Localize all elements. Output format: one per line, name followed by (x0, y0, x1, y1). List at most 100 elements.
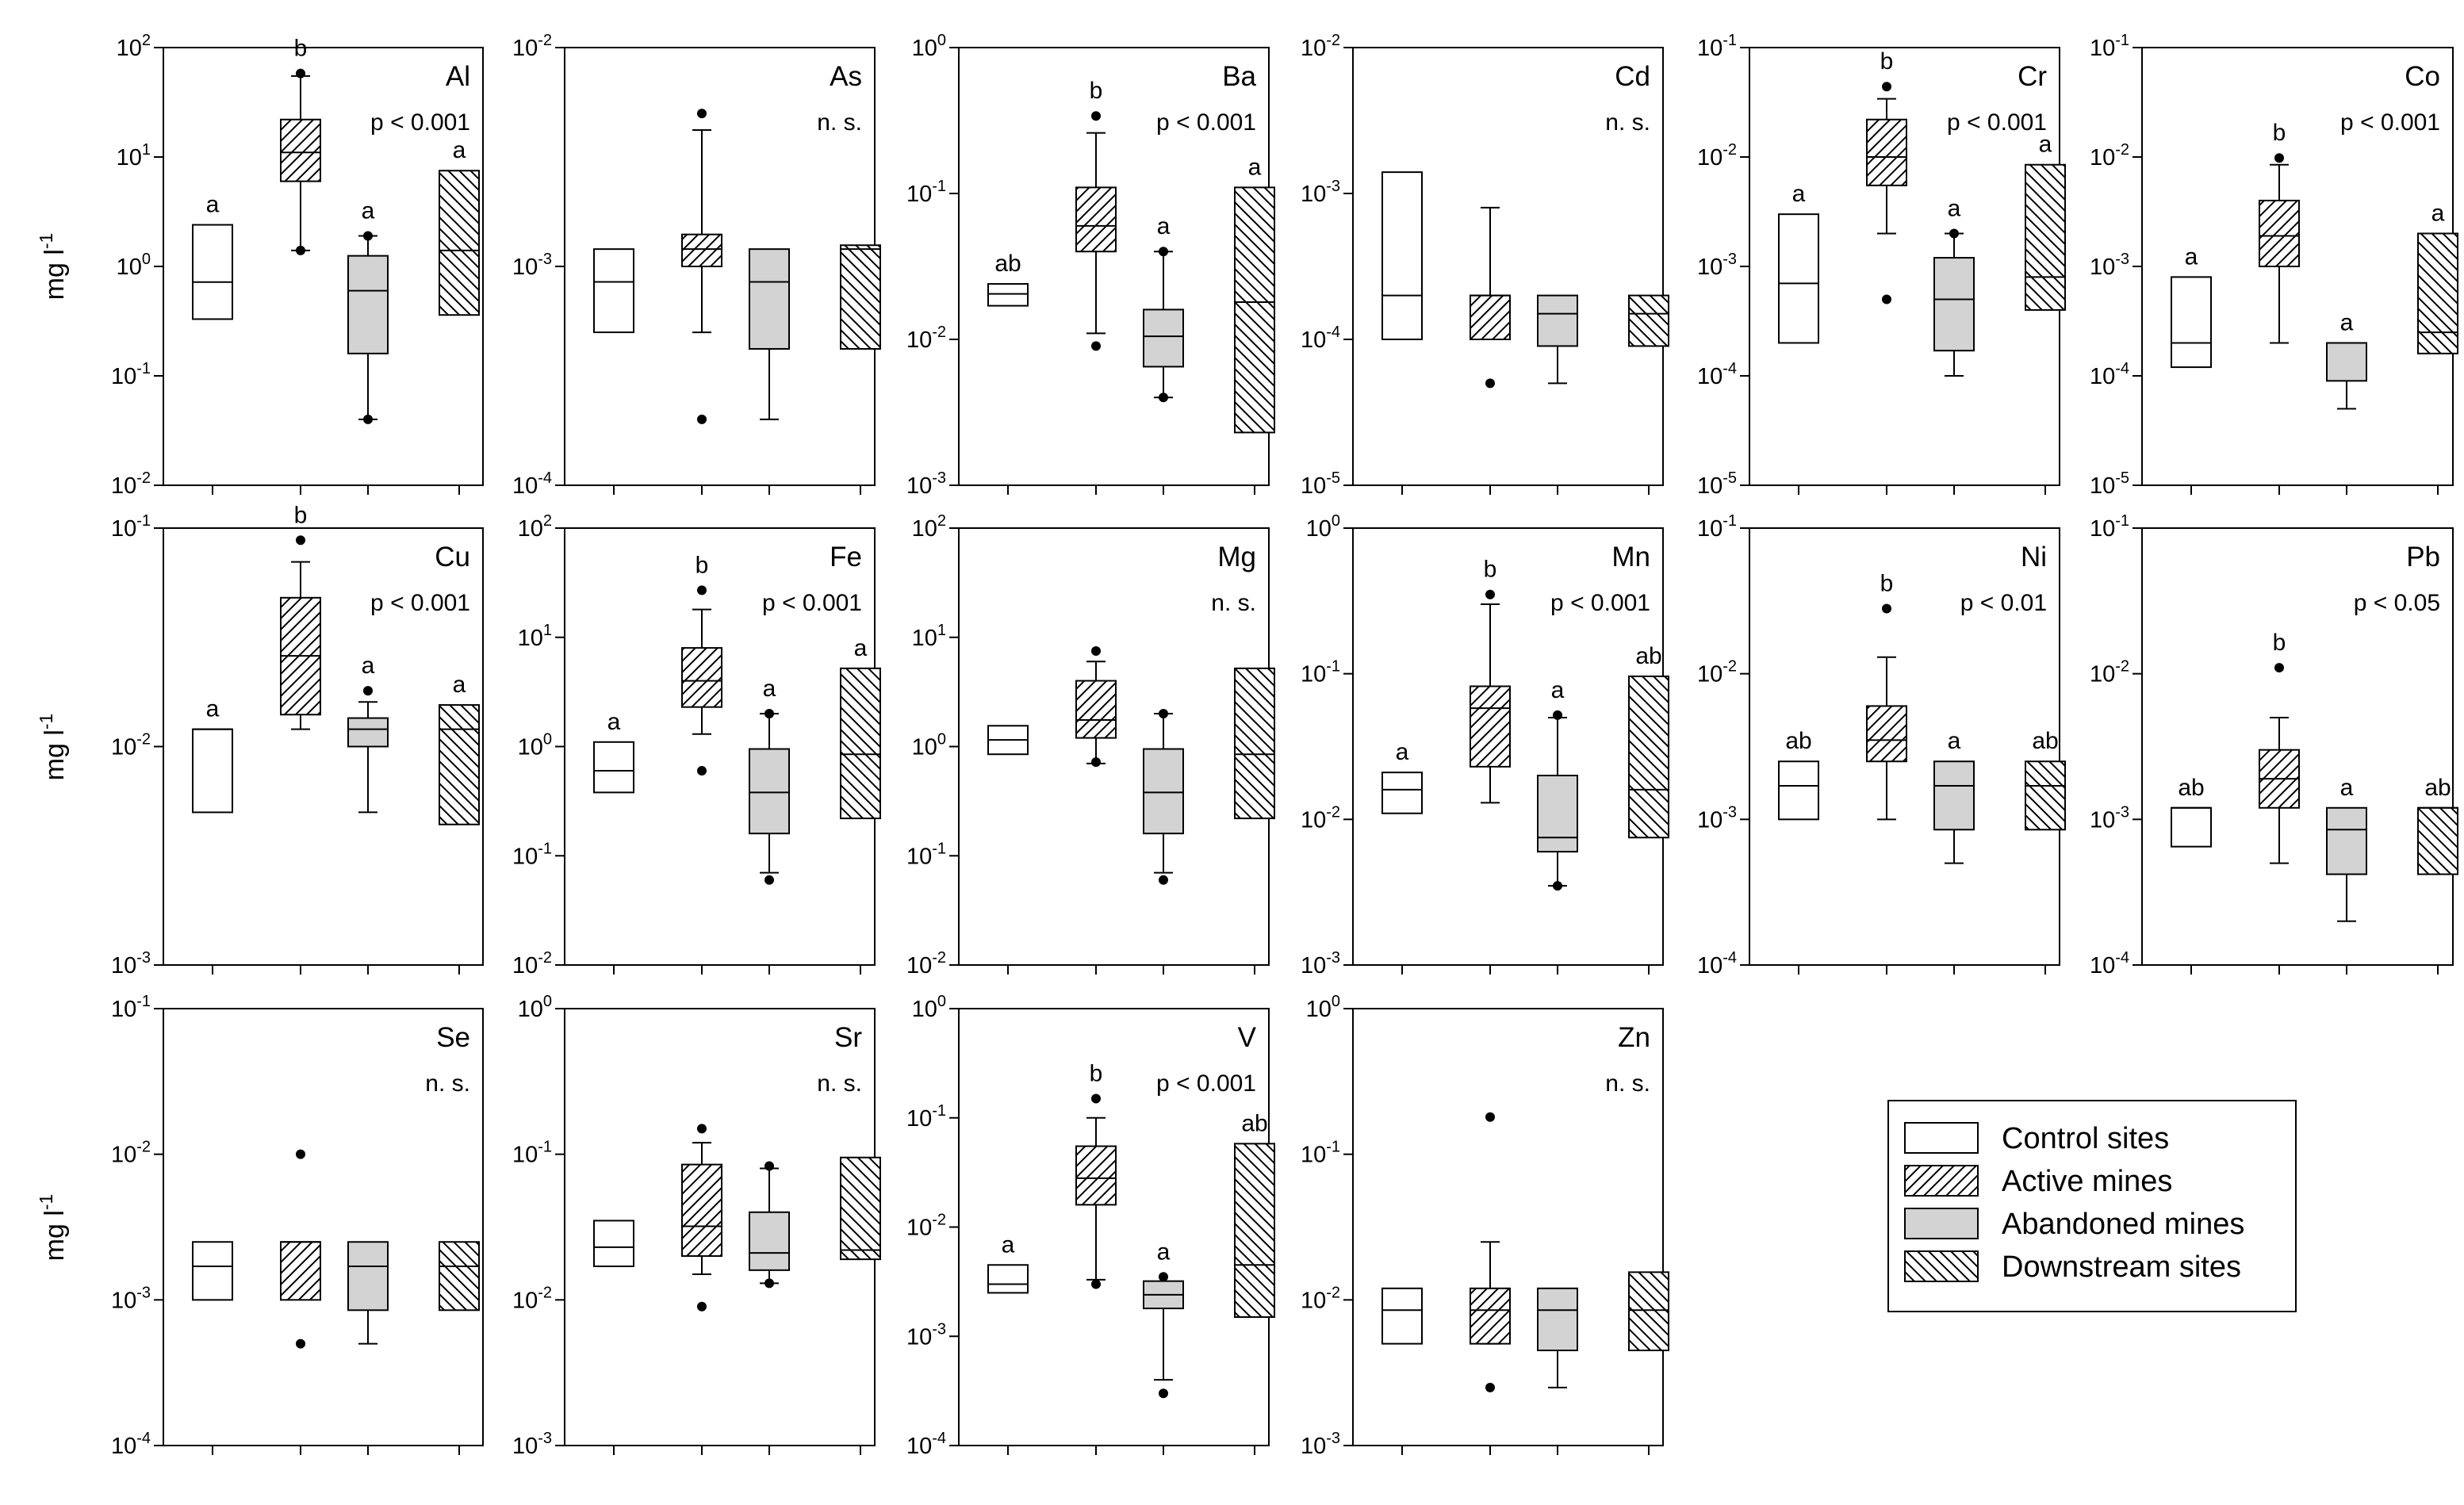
y-tick-label: 10-2 (906, 324, 946, 353)
panel-frame (958, 1008, 1270, 1446)
box-iqr (1075, 1145, 1117, 1206)
outlier-point (1553, 881, 1562, 891)
box-2 (1470, 1112, 1511, 1392)
box-1: a (192, 192, 233, 320)
outlier-point (363, 414, 373, 424)
outlier-point (697, 1301, 707, 1312)
outlier-point (1091, 111, 1101, 121)
y-tick-label: 10-1 (111, 512, 151, 542)
panel-al: 10-2 10-1 100 101 102 a b a a Al p < 0.001 (111, 32, 484, 499)
box-4 (439, 1241, 480, 1312)
panel-ni: 10-4 10-3 10-2 10-1 ab b a ab Ni p < 0.01 (1697, 512, 2066, 978)
y-tick-label: 10-1 (1301, 658, 1340, 687)
box-2: b (681, 552, 722, 776)
panel-title: Ba (1222, 61, 1256, 92)
outlier-point (764, 1161, 774, 1171)
significance-letter: a (1002, 1231, 1015, 1258)
panel-stat: p < 0.001 (1947, 109, 2047, 136)
panel-title: Se (436, 1022, 470, 1053)
y-tick-label: 10-2 (512, 1284, 552, 1313)
panel-stat: p < 0.001 (1550, 590, 1650, 616)
significance-letter: a (453, 137, 466, 163)
y-tick-label: 102 (117, 32, 151, 61)
y-tick-label: 10-2 (111, 1139, 151, 1168)
panel-title: Pb (2406, 542, 2440, 573)
box-3: a (1143, 213, 1184, 403)
y-axis-labels: mg l-1 mg l-1 mg l-1 (36, 233, 70, 1262)
box-1: a (1778, 181, 1819, 344)
outlier-point (1485, 589, 1495, 599)
box-iqr (749, 1211, 790, 1271)
y-tick-label: 101 (518, 622, 552, 651)
box-4 (840, 1156, 881, 1261)
significance-letter: a (206, 192, 220, 218)
box-1: a (593, 709, 634, 794)
y-tick-label: 100 (518, 993, 552, 1022)
panel-cu: 10-3 10-2 10-1 a b a a Cu p < 0.001 (111, 502, 484, 978)
legend-swatch (1904, 1250, 1979, 1282)
box-2: b (1866, 48, 1907, 304)
box-3: a (1537, 677, 1578, 891)
outlier-point (697, 1124, 707, 1134)
box-4: a (2417, 200, 2458, 354)
y-tick-label: 10-1 (512, 840, 552, 869)
significance-letter: a (2185, 243, 2198, 270)
box-iqr (1470, 685, 1511, 768)
box-iqr (280, 1241, 321, 1301)
panel-stat: p < 0.001 (1156, 109, 1256, 136)
box-2 (681, 109, 722, 424)
box-3 (749, 248, 790, 420)
y-tick-label: 100 (1306, 512, 1340, 542)
box-2 (280, 1149, 321, 1349)
box-1: ab (987, 251, 1029, 307)
outlier-point (296, 1149, 305, 1159)
significance-letter: a (1157, 213, 1171, 239)
outlier-point (1159, 393, 1168, 403)
outlier-point (363, 231, 373, 241)
box-1: a (1381, 739, 1423, 814)
box-iqr (2171, 276, 2212, 369)
box-iqr (681, 647, 722, 708)
y-tick-label: 10-3 (1301, 1430, 1340, 1459)
significance-letter: b (294, 502, 308, 528)
legend-label: Active mines (2002, 1165, 2172, 1198)
panel-stat: p < 0.001 (1156, 1070, 1256, 1097)
outlier-point (1091, 757, 1101, 768)
y-tick-label: 10-2 (1697, 658, 1737, 687)
significance-letter: a (607, 709, 621, 735)
significance-letter: ab (2032, 728, 2058, 754)
y-tick-label: 102 (518, 512, 552, 542)
y-tick-label: 10-2 (2090, 141, 2129, 170)
y-tick-label: 10-2 (2090, 658, 2129, 687)
significance-letter: b (1090, 78, 1103, 104)
y-tick-label: 10-1 (906, 1102, 946, 1132)
legend-label: Downstream sites (2002, 1250, 2241, 1284)
outlier-point (296, 535, 305, 546)
box-iqr (2259, 199, 2300, 268)
box-3 (1537, 294, 1578, 385)
box-2 (1075, 645, 1117, 768)
panel-title: Fe (830, 542, 862, 573)
significance-letter: a (1396, 739, 1409, 765)
y-tick-label: 10-5 (2090, 469, 2129, 499)
outlier-point (1882, 603, 1891, 614)
box-iqr (347, 1241, 389, 1312)
significance-letter: b (2273, 630, 2286, 656)
outlier-point (697, 585, 707, 595)
significance-letter: ab (2178, 775, 2204, 801)
box-iqr (1628, 675, 1669, 839)
significance-letter: b (696, 552, 709, 578)
panel-stat: p < 0.01 (1960, 590, 2047, 616)
box-2 (681, 1124, 722, 1312)
legend-swatch (1904, 1165, 1979, 1197)
box-iqr (1866, 118, 1907, 186)
significance-letter: a (362, 198, 375, 224)
y-tick-label: 10-3 (1697, 803, 1737, 833)
significance-letter: ab (1241, 1110, 1267, 1136)
box-iqr (1470, 294, 1511, 340)
box-4: a (840, 635, 881, 820)
box-iqr (192, 728, 233, 814)
box-2: b (1470, 557, 1511, 804)
